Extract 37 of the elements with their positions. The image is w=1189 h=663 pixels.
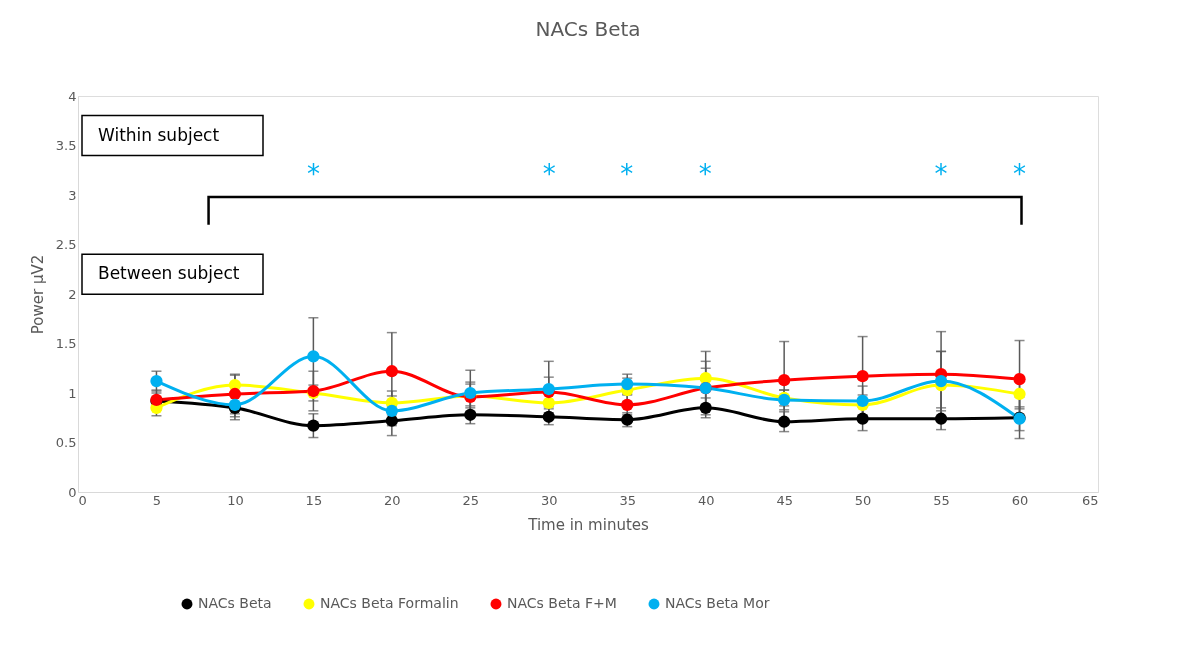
x-tick-label: 25	[462, 492, 480, 508]
annotation: *	[307, 159, 321, 190]
annotation: *	[934, 159, 948, 190]
legend-label: NACs Beta Mor	[665, 595, 770, 611]
y-tick-label: 2	[68, 286, 77, 302]
y-tick-label: 1.5	[55, 336, 77, 351]
annotation: *	[1012, 159, 1026, 190]
annotation: Between subject	[98, 263, 240, 284]
y-tick-label: 0.5	[55, 435, 77, 450]
x-tick-label: 50	[854, 492, 872, 508]
chart-title: NACs Beta	[535, 17, 641, 41]
y-axis-title: Power µV2	[28, 254, 47, 335]
annotation: Within subject	[98, 124, 220, 145]
y-tick-label: 4	[68, 88, 77, 104]
legend-label: NACs Beta F+M	[507, 595, 617, 611]
y-tick-label: 2.5	[55, 237, 77, 252]
x-axis-title: Time in minutes	[527, 515, 649, 534]
annotation: *	[542, 159, 556, 190]
x-tick-label: 35	[619, 492, 636, 508]
x-tick-label: 15	[305, 492, 323, 508]
annotation: *	[698, 159, 712, 190]
x-tick-label: 30	[541, 492, 558, 508]
x-tick-label: 45	[776, 492, 793, 508]
x-tick-label: 0	[78, 492, 87, 508]
annotation: *	[620, 159, 634, 190]
y-tick-label: 1	[68, 385, 77, 401]
x-tick-label: 5	[152, 492, 162, 508]
legend-label: NACs Beta Formalin	[320, 595, 459, 611]
y-tick-label: 3.5	[55, 138, 77, 153]
y-tick-label: 3	[68, 187, 77, 203]
x-tick-label: 65	[1081, 492, 1099, 508]
legend-label: NACs Beta	[198, 595, 272, 611]
x-tick-label: 10	[227, 492, 244, 508]
x-tick-label: 60	[1011, 492, 1029, 508]
x-tick-label: 20	[384, 492, 401, 508]
x-tick-label: 55	[933, 492, 950, 508]
x-tick-label: 40	[697, 492, 715, 508]
